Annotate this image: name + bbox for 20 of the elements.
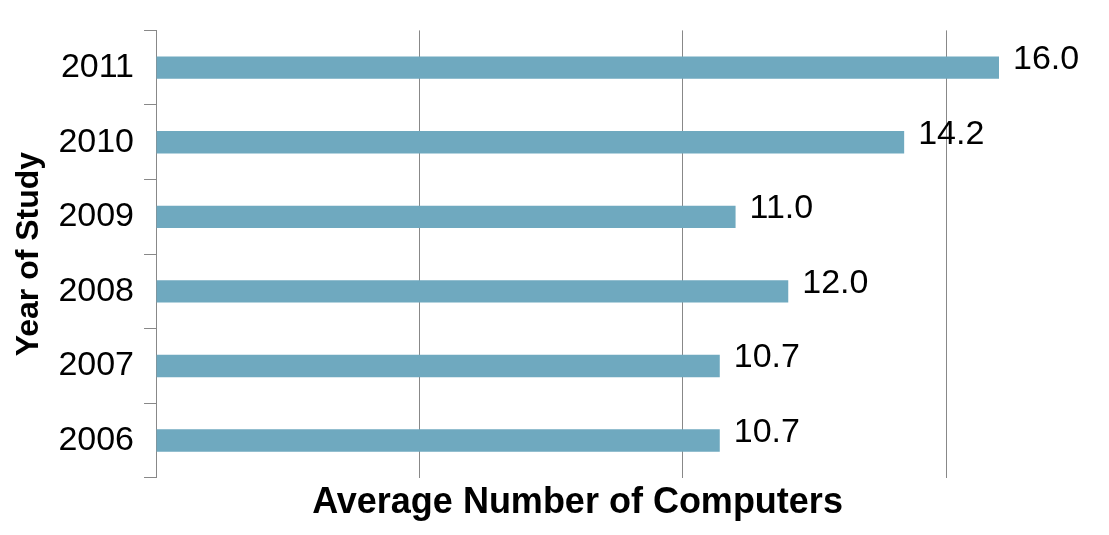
data-label: 11.0: [749, 187, 814, 226]
y-tick-label: 2009: [58, 195, 135, 234]
data-label: 12.0: [802, 261, 869, 300]
bar: [156, 429, 720, 452]
data-label: 10.7: [733, 410, 800, 449]
y-tick-label: 2011: [60, 46, 135, 85]
bar: [156, 56, 999, 79]
data-label: 10.7: [733, 336, 800, 375]
bar: [156, 131, 905, 154]
bar: [156, 280, 789, 303]
y-tick-label: 2010: [58, 120, 135, 159]
data-label: 16.0: [1013, 38, 1080, 77]
bar: [156, 354, 720, 378]
y-tick-label: 2006: [58, 418, 135, 457]
x-axis-title: Average Number of Computers: [312, 480, 843, 522]
y-tick-label: 2007: [58, 344, 135, 383]
y-tick-label: 2008: [58, 269, 135, 308]
y-axis-title: Year of Study: [9, 151, 46, 357]
bar: [156, 205, 736, 228]
data-label: 14.2: [918, 112, 985, 151]
